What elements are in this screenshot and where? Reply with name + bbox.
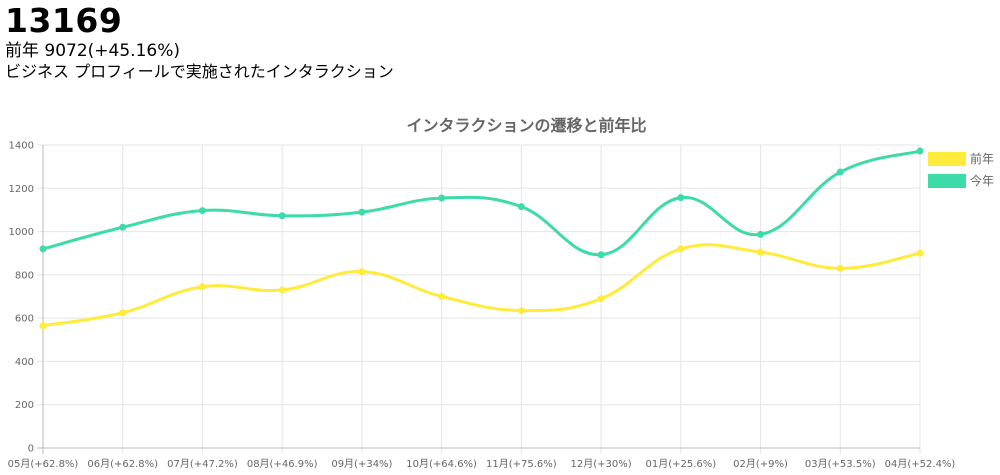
y-tick-label: 1000	[9, 227, 34, 238]
x-tick-label: 09月(+34%)	[331, 458, 392, 470]
chart-title: インタラクションの遷移と前年比	[406, 116, 646, 135]
data-point-prev-year	[677, 245, 685, 253]
x-tick-label: 12月(+30%)	[571, 458, 632, 470]
x-tick-label: 06月(+62.8%)	[87, 458, 158, 470]
data-point-prev-year	[198, 283, 206, 291]
x-tick-label: 03月(+53.5%)	[805, 458, 876, 470]
data-point-prev-year	[757, 248, 765, 256]
legend-label-this-year: 今年	[970, 173, 994, 188]
chart-axes	[42, 145, 920, 449]
x-tick-label: 11月(+75.6%)	[486, 458, 557, 470]
total-interactions: 13169	[5, 1, 123, 40]
x-tick-label: 05月(+62.8%)	[8, 458, 79, 470]
data-point-prev-year	[836, 264, 844, 272]
data-point-this-year	[836, 168, 844, 176]
data-point-this-year	[916, 147, 924, 155]
chart-series	[39, 147, 924, 330]
x-tick-label: 08月(+46.9%)	[247, 458, 318, 470]
data-point-prev-year	[278, 286, 286, 294]
y-tick-label: 200	[15, 400, 34, 411]
y-tick-label: 800	[15, 270, 34, 281]
data-point-this-year	[757, 230, 765, 238]
data-point-this-year	[438, 194, 446, 202]
data-point-prev-year	[39, 322, 47, 330]
data-point-prev-year	[358, 268, 366, 276]
legend-swatch-this-year	[928, 174, 966, 188]
data-point-this-year	[358, 208, 366, 216]
legend-swatch-prev-year	[928, 152, 966, 166]
x-tick-label: 07月(+47.2%)	[167, 458, 238, 470]
data-point-this-year	[517, 203, 525, 211]
summary-block: 13169 前年 9072(+45.16%) ビジネス プロフィールで実施された…	[5, 2, 394, 82]
x-tick-label: 01月(+25.6%)	[645, 458, 716, 470]
data-point-this-year	[198, 207, 206, 215]
data-point-prev-year	[597, 295, 605, 303]
y-tick-label: 400	[15, 357, 34, 368]
data-point-prev-year	[438, 293, 446, 300]
series-line-this-year	[42, 149, 921, 257]
chart-grid	[37, 144, 921, 454]
data-point-this-year	[39, 245, 47, 253]
chart-labels: 0 200 400 600 800 1000 1200 1400 05月(+62.8%) 06月(…	[8, 116, 956, 470]
y-tick-label: 0	[28, 444, 34, 455]
x-tick-label: 02月(+9%)	[733, 458, 788, 470]
data-point-prev-year	[916, 249, 924, 257]
y-tick-label: 600	[15, 314, 34, 325]
legend-label-prev-year: 前年	[970, 151, 994, 166]
previous-year-comparison: 前年 9072(+45.16%)	[5, 41, 180, 61]
x-tick-label: 10月(+64.6%)	[406, 458, 477, 470]
y-tick-label: 1400	[9, 141, 34, 152]
data-point-this-year	[677, 194, 685, 202]
series-line-prev-year	[42, 243, 921, 328]
data-point-this-year	[597, 251, 605, 259]
metric-description: ビジネス プロフィールで実施されたインタラクション	[5, 62, 394, 81]
y-tick-label: 1200	[9, 184, 34, 195]
data-point-this-year	[119, 223, 127, 231]
data-point-prev-year	[517, 307, 525, 315]
data-point-this-year	[278, 212, 286, 220]
x-tick-label: 04月(+52.4%)	[885, 458, 956, 470]
data-point-prev-year	[119, 309, 127, 317]
